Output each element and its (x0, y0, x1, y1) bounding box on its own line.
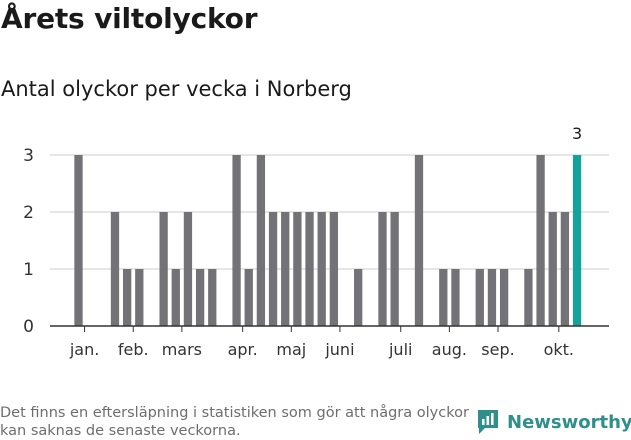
chart-title: Årets viltolyckor (1, 2, 258, 35)
x-tick-label: juli (388, 340, 412, 359)
bar (390, 212, 399, 326)
bar (305, 212, 314, 326)
x-tick-label: okt. (544, 340, 574, 359)
bar (244, 269, 253, 326)
bar (414, 155, 424, 326)
chart-subtitle: Antal olyckor per vecka i Norberg (1, 77, 352, 101)
y-tick-label: 0 (23, 317, 34, 337)
brand-logo: Newsworthy (476, 408, 631, 436)
bar (74, 155, 83, 326)
bar (159, 212, 168, 326)
bar (548, 212, 557, 326)
bar (208, 269, 217, 326)
bar (135, 269, 144, 326)
bar-chart: 0 1 2 3 3 jan. feb. mars apr. maj juni juli aug. sep.… (23, 124, 609, 359)
bar (572, 155, 582, 326)
bar (293, 212, 302, 326)
bar (232, 155, 241, 326)
y-tick-label: 2 (23, 203, 34, 223)
bar (560, 212, 570, 326)
bar (475, 269, 484, 326)
brand-name: Newsworthy (507, 411, 631, 433)
x-tick-label: mars (162, 340, 202, 359)
bar (183, 212, 193, 326)
x-tick-label: juni (324, 340, 354, 359)
bar (256, 155, 266, 326)
bar (171, 269, 180, 326)
bar (329, 212, 339, 326)
x-tick-label: sep. (481, 340, 514, 359)
bar (451, 269, 460, 326)
bar (268, 212, 278, 326)
x-tick-label: jan. (69, 340, 99, 359)
x-tick-label: maj (276, 340, 306, 359)
bar (487, 269, 497, 326)
footnote: Det finns en eftersläpning i statistiken… (0, 405, 469, 439)
bar-value-label: 3 (572, 124, 582, 143)
bar (536, 155, 545, 326)
bar (378, 212, 387, 326)
x-tick-label: apr. (228, 340, 258, 359)
bar (499, 269, 509, 326)
x-tick-label: feb. (118, 340, 149, 359)
bar (281, 212, 290, 326)
bar (439, 269, 448, 326)
bar (110, 212, 120, 326)
y-tick-label: 3 (23, 146, 34, 166)
bar (354, 269, 363, 326)
x-tick-label: aug. (432, 340, 467, 359)
bar (524, 269, 533, 326)
y-tick-label: 1 (23, 260, 34, 280)
bar (195, 269, 205, 326)
newsworthy-icon (478, 410, 498, 434)
bar (317, 212, 326, 326)
bar (122, 269, 132, 326)
